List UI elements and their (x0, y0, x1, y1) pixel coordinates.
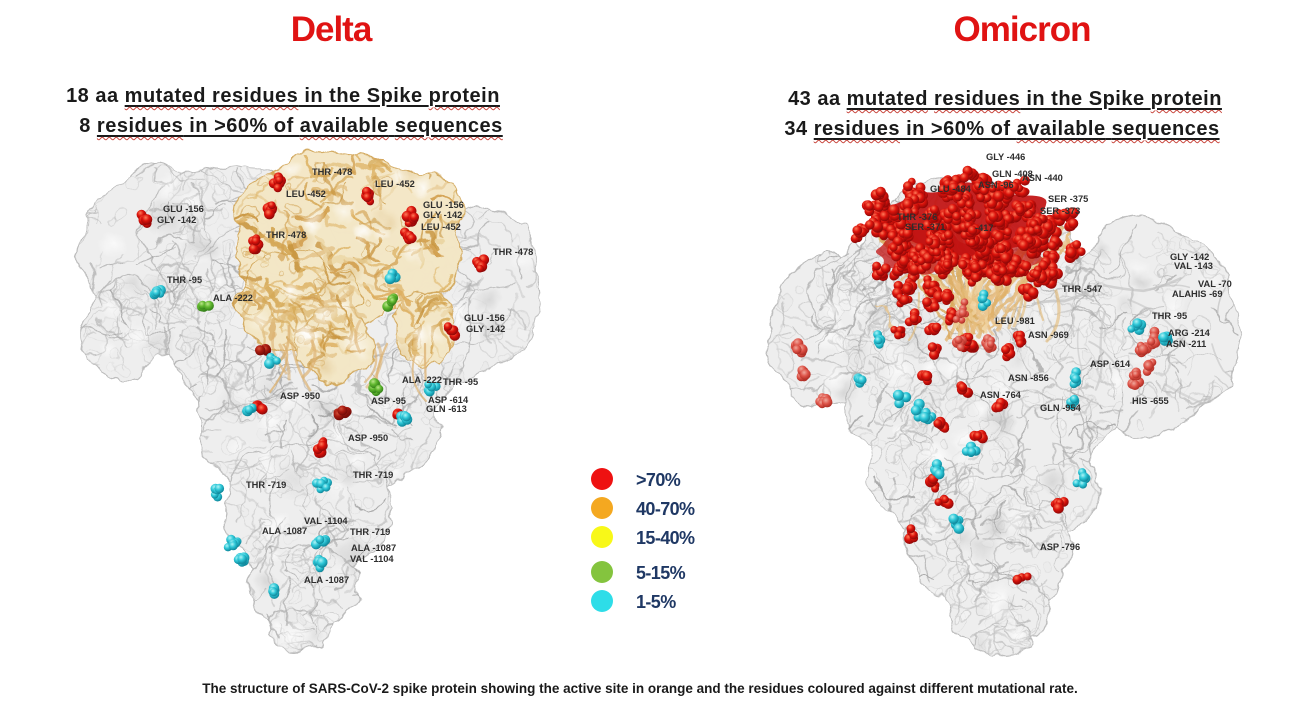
svg-text:ASN -211: ASN -211 (1166, 339, 1206, 349)
svg-text:ASP -614: ASP -614 (428, 395, 469, 405)
svg-text:ALA -222: ALA -222 (402, 375, 442, 385)
svg-text:ASP -796: ASP -796 (1040, 542, 1080, 552)
svg-text:THR -719: THR -719 (353, 470, 393, 480)
svg-text:THR -719: THR -719 (246, 480, 286, 490)
svg-text:SER -371: SER -371 (905, 222, 945, 232)
svg-text:SER -373: SER -373 (1040, 206, 1080, 216)
svg-text:ASP -614: ASP -614 (1090, 359, 1131, 369)
svg-text:ALA -1087: ALA -1087 (262, 526, 307, 536)
svg-text:GLU -156: GLU -156 (423, 200, 464, 210)
svg-text:SER -375: SER -375 (1048, 194, 1088, 204)
svg-text:GLY -446: GLY -446 (986, 152, 1025, 162)
svg-text:LEU -981: LEU -981 (995, 316, 1035, 326)
svg-text:ARG -214: ARG -214 (1168, 328, 1211, 338)
svg-text:LEU -452: LEU -452 (421, 222, 461, 232)
svg-text:ALA -1087: ALA -1087 (304, 575, 349, 585)
svg-text:THR -547: THR -547 (1062, 284, 1102, 294)
svg-text:ALA -1087: ALA -1087 (351, 543, 396, 553)
svg-text:THR -95: THR -95 (167, 275, 202, 285)
svg-text:VAL -70: VAL -70 (1198, 279, 1232, 289)
svg-text:VAL -1104: VAL -1104 (304, 516, 348, 526)
svg-text:HIS -69: HIS -69 (1191, 289, 1223, 299)
svg-text:GLY -142: GLY -142 (157, 215, 196, 225)
svg-text:ASP -95: ASP -95 (371, 396, 406, 406)
svg-text:THR -719: THR -719 (350, 527, 390, 537)
svg-text:VAL -143: VAL -143 (1174, 261, 1213, 271)
svg-text:ASN -96: ASN -96 (978, 180, 1014, 190)
svg-text:THR -95: THR -95 (443, 377, 478, 387)
svg-text:GLU -484: GLU -484 (930, 184, 972, 194)
svg-text:VAL -1104: VAL -1104 (350, 554, 394, 564)
svg-text:-417: -417 (975, 223, 994, 233)
svg-text:THR -478: THR -478 (266, 230, 306, 240)
svg-text:GLY -142: GLY -142 (1170, 252, 1209, 262)
svg-text:GLN -613: GLN -613 (426, 404, 467, 414)
svg-text:ASP -950: ASP -950 (348, 433, 388, 443)
svg-text:LEU -452: LEU -452 (375, 179, 415, 189)
svg-text:GLN -954: GLN -954 (1040, 403, 1082, 413)
svg-text:ASN -764: ASN -764 (980, 390, 1022, 400)
svg-text:HIS -655: HIS -655 (1132, 396, 1169, 406)
svg-text:THR -95: THR -95 (1152, 311, 1187, 321)
svg-text:ASP -950: ASP -950 (280, 391, 320, 401)
svg-text:THR -376: THR -376 (897, 212, 937, 222)
svg-text:ASN -856: ASN -856 (1008, 373, 1049, 383)
svg-text:ASN -969: ASN -969 (1028, 330, 1069, 340)
svg-text:GLY -142: GLY -142 (423, 210, 462, 220)
svg-text:GLY -142: GLY -142 (466, 324, 505, 334)
svg-text:THR -478: THR -478 (312, 167, 352, 177)
svg-text:ASN -440: ASN -440 (1022, 173, 1063, 183)
svg-text:THR -478: THR -478 (493, 247, 533, 257)
svg-text:ALA: ALA (1172, 289, 1191, 299)
svg-text:GLN -408: GLN -408 (992, 169, 1033, 179)
svg-text:GLU -156: GLU -156 (163, 204, 204, 214)
svg-text:LEU -452: LEU -452 (286, 189, 326, 199)
svg-text:ALA -222: ALA -222 (213, 293, 253, 303)
svg-text:GLU -156: GLU -156 (464, 313, 505, 323)
